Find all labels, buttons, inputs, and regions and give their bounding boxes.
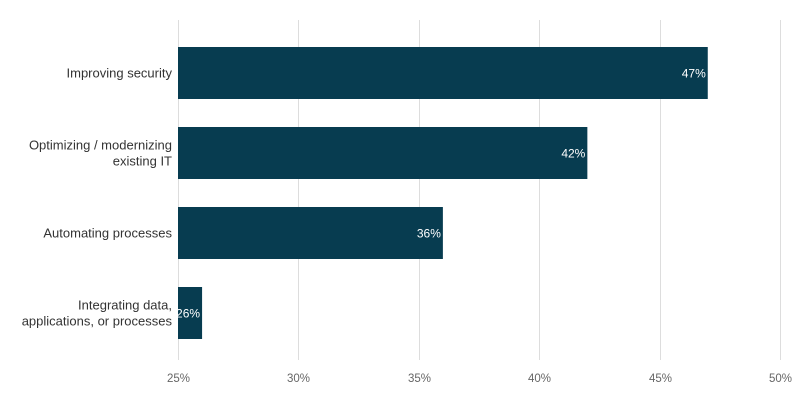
data-label: 36% [417, 227, 441, 241]
x-tick-label: 30% [287, 373, 310, 385]
category-label-line: Improving security [67, 66, 173, 81]
category-label: Improving security [67, 66, 173, 81]
x-tick-label: 40% [528, 373, 551, 385]
bar [178, 207, 443, 259]
bars [178, 47, 708, 339]
category-label-line: Integrating data, [78, 298, 172, 313]
x-tick-label: 50% [769, 373, 792, 385]
bar [178, 47, 708, 99]
data-label: 47% [682, 67, 706, 81]
data-label: 42% [561, 147, 585, 161]
bar [178, 127, 588, 179]
category-label: Integrating data, applications, or proces… [22, 298, 173, 329]
bar [178, 287, 203, 339]
category-label-line: Optimizing / modernizing [29, 138, 172, 153]
x-tick-label: 25% [167, 373, 190, 385]
category-label-line: Automating processes [43, 226, 172, 241]
x-tick-label: 35% [408, 373, 431, 385]
category-label: Optimizing / modernizing existing IT [29, 138, 172, 169]
category-label: Automating processes [43, 226, 172, 241]
category-labels: Improving security Optimizing / modernizi… [22, 66, 173, 329]
x-tick-labels: 25% 30% 35% 40% 45% 50% [167, 373, 792, 385]
category-label-line: applications, or processes [22, 314, 173, 329]
data-label: 26% [176, 307, 200, 321]
category-label-line: existing IT [113, 154, 172, 169]
x-tick-label: 45% [649, 373, 672, 385]
data-labels: 47% 42% 36% 26% [176, 67, 706, 321]
